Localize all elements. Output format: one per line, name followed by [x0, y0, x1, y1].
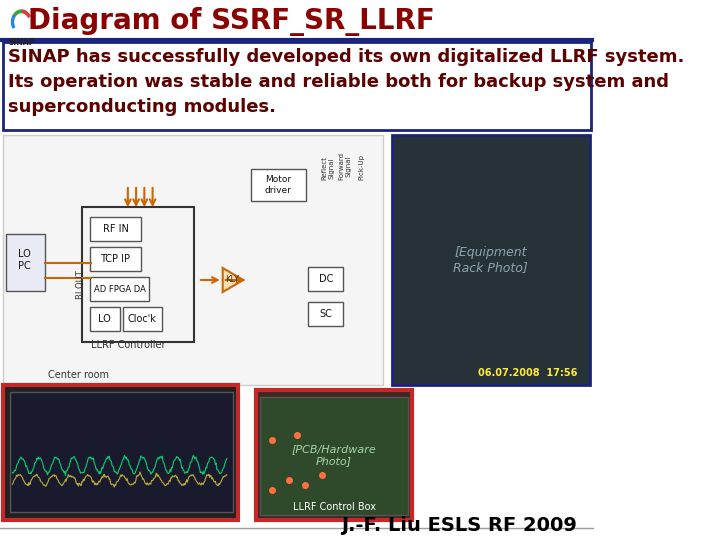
- Text: Forward
Signal: Forward Signal: [338, 152, 351, 180]
- Text: [Equipment
Rack Photo]: [Equipment Rack Photo]: [454, 246, 528, 274]
- Wedge shape: [12, 16, 22, 28]
- Text: SINAP has successfully developed its own digitalized LLRF system.
Its operation : SINAP has successfully developed its own…: [8, 48, 685, 116]
- Text: LLRF Control Box: LLRF Control Box: [292, 502, 376, 512]
- FancyBboxPatch shape: [4, 135, 383, 385]
- Text: Cloc'k: Cloc'k: [127, 314, 156, 324]
- Text: DC: DC: [319, 274, 333, 284]
- Polygon shape: [222, 268, 243, 292]
- Text: 06.07.2008  17:56: 06.07.2008 17:56: [478, 368, 577, 378]
- Text: J.-F. Liu ESLS RF 2009: J.-F. Liu ESLS RF 2009: [341, 516, 577, 535]
- Wedge shape: [15, 14, 28, 30]
- Text: Diagram of SSRF_SR_LLRF: Diagram of SSRF_SR_LLRF: [27, 8, 434, 37]
- FancyBboxPatch shape: [260, 397, 408, 515]
- Text: LO
PC: LO PC: [19, 249, 31, 271]
- Text: KLY: KLY: [225, 275, 240, 285]
- Wedge shape: [13, 10, 22, 22]
- FancyBboxPatch shape: [90, 247, 141, 271]
- FancyBboxPatch shape: [308, 302, 343, 326]
- FancyBboxPatch shape: [308, 267, 343, 291]
- FancyBboxPatch shape: [90, 277, 149, 301]
- FancyBboxPatch shape: [10, 392, 233, 512]
- Text: BI OUT: BI OUT: [76, 271, 84, 299]
- Text: SINAP: SINAP: [8, 38, 35, 47]
- Text: Reflect
Signal: Reflect Signal: [322, 156, 335, 180]
- FancyBboxPatch shape: [256, 390, 413, 520]
- Text: SC: SC: [320, 309, 332, 319]
- Text: Center room: Center room: [48, 370, 109, 380]
- FancyBboxPatch shape: [251, 169, 306, 201]
- FancyBboxPatch shape: [123, 307, 162, 331]
- Wedge shape: [22, 10, 30, 22]
- Text: RF IN: RF IN: [102, 224, 128, 234]
- FancyBboxPatch shape: [6, 234, 45, 291]
- Text: AD FPGA DA: AD FPGA DA: [94, 285, 145, 294]
- FancyBboxPatch shape: [392, 135, 590, 385]
- FancyBboxPatch shape: [90, 217, 141, 241]
- Text: LLRF Controller: LLRF Controller: [91, 340, 165, 350]
- Text: TCP IP: TCP IP: [101, 254, 130, 264]
- Text: LO: LO: [99, 314, 111, 324]
- FancyBboxPatch shape: [90, 307, 120, 331]
- Text: Motor
driver: Motor driver: [264, 176, 292, 195]
- FancyBboxPatch shape: [4, 385, 238, 520]
- Text: Pick-Up: Pick-Up: [359, 154, 364, 180]
- Text: [PCB/Hardware
Photo]: [PCB/Hardware Photo]: [292, 444, 377, 466]
- FancyBboxPatch shape: [4, 42, 590, 130]
